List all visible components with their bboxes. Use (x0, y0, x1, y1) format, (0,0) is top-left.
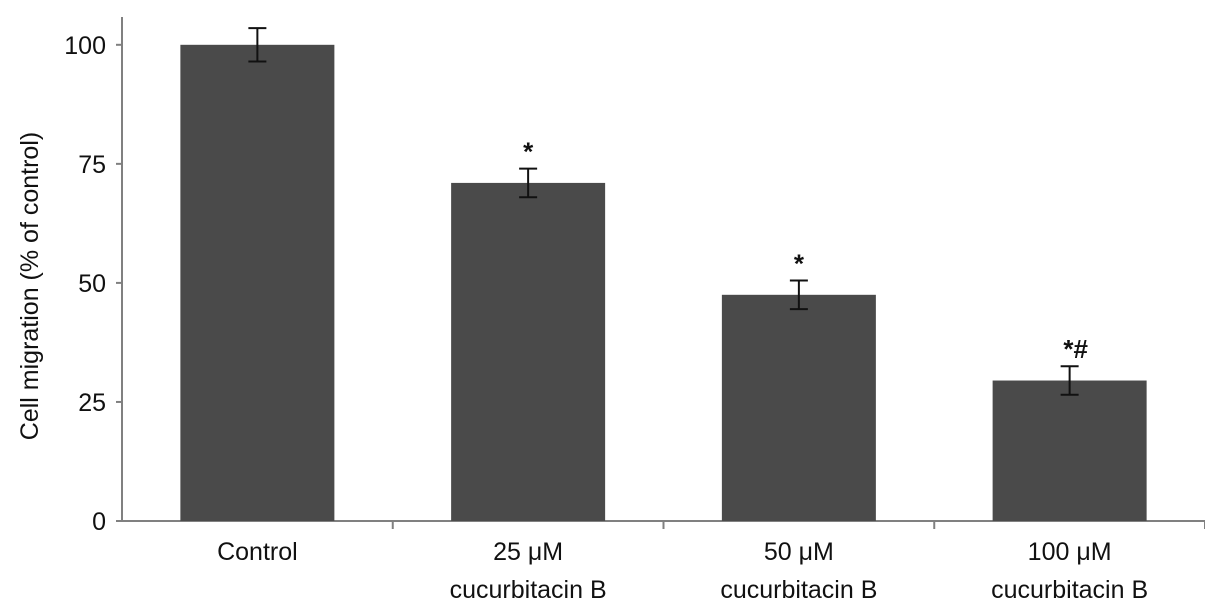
x-category-label: cucurbitacin B (450, 576, 607, 604)
y-tick-label: 50 (78, 270, 106, 298)
x-category-label: 25 μM (493, 538, 563, 566)
y-axis-title: Cell migration (% of control) (16, 132, 44, 440)
x-category-label: cucurbitacin B (991, 576, 1148, 604)
significance-label: *# (1063, 334, 1088, 364)
significance-label: * (794, 249, 805, 279)
plot-area: 0 25 50 75 100 Control * 25 μM cucurbitacin B * 50… (64, 17, 1205, 604)
y-tick-label: 0 (92, 508, 106, 536)
bar (180, 44, 335, 522)
y-tick-label: 100 (64, 32, 106, 60)
y-axis-title-group: Cell migration (% of control) (16, 132, 44, 440)
significance-label: * (523, 137, 534, 167)
bar (992, 380, 1147, 521)
bar (721, 294, 876, 521)
x-category-label: 50 μM (764, 538, 834, 566)
x-category-label: Control (217, 538, 298, 566)
y-tick-label: 75 (78, 151, 106, 179)
bar (451, 182, 606, 521)
x-category-label: 100 μM (1028, 538, 1112, 566)
y-tick-label: 25 (78, 389, 106, 417)
x-category-label: cucurbitacin B (720, 576, 877, 604)
